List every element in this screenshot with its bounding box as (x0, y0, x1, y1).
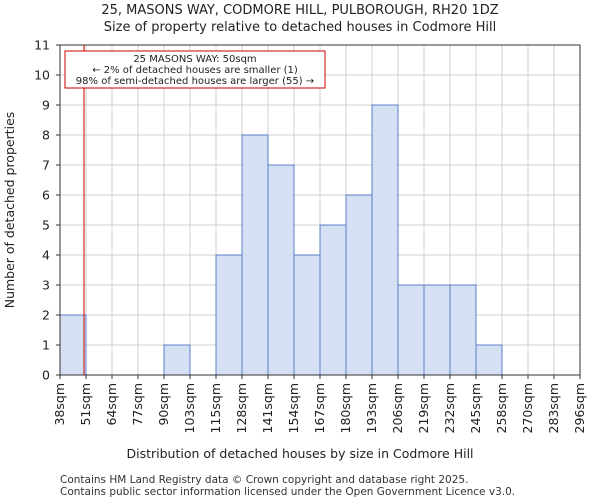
x-tick-label: 232sqm (442, 383, 457, 433)
y-tick-label: 9 (42, 98, 50, 113)
x-tick-label: 167sqm (312, 383, 327, 433)
y-tick-label: 6 (42, 188, 50, 203)
histogram-bar (319, 224, 347, 376)
histogram-bar (241, 134, 269, 376)
y-tick-label: 8 (42, 128, 50, 143)
x-tick-label: 51sqm (78, 383, 93, 426)
annotation-line-2: ← 2% of detached houses are smaller (1) (92, 65, 298, 76)
y-axis-ticks: 0 1 2 3 4 5 6 7 8 9 10 11 (34, 38, 60, 383)
x-tick-label: 141sqm (260, 383, 275, 433)
y-tick-label: 4 (42, 248, 50, 263)
y-tick-label: 10 (34, 68, 50, 83)
x-tick-label: 180sqm (338, 383, 353, 433)
x-tick-label: 206sqm (390, 383, 405, 433)
histogram-bar (267, 164, 295, 376)
x-axis-label: Distribution of detached houses by size … (126, 446, 473, 461)
x-tick-label: 154sqm (286, 383, 301, 433)
y-tick-label: 1 (42, 338, 50, 353)
histogram-bar (449, 284, 477, 376)
chart-title: 25, MASONS WAY, CODMORE HILL, PULBOROUGH… (101, 3, 498, 18)
x-tick-label: 270sqm (520, 383, 535, 433)
y-tick-label: 11 (34, 38, 50, 53)
footer-line-1: Contains HM Land Registry data © Crown c… (60, 474, 468, 486)
bars (59, 104, 503, 376)
annotation-frame (64, 50, 326, 89)
y-tick-label: 5 (42, 218, 50, 233)
x-tick-label: 219sqm (416, 383, 431, 433)
x-tick-label: 90sqm (156, 383, 171, 426)
x-tick-label: 283sqm (546, 383, 561, 433)
chart-subtitle: Size of property relative to detached ho… (104, 20, 497, 35)
histogram-bar (475, 344, 503, 376)
y-tick-label: 0 (42, 368, 50, 383)
histogram-bar (215, 254, 243, 376)
x-tick-label: 193sqm (364, 383, 379, 433)
histogram-bar (59, 314, 87, 376)
x-tick-label: 64sqm (104, 383, 119, 426)
y-tick-label: 7 (42, 158, 50, 173)
y-tick-label: 2 (42, 308, 50, 323)
x-tick-label: 245sqm (468, 383, 483, 433)
histogram-bar (423, 284, 451, 376)
x-tick-label: 258sqm (494, 383, 509, 433)
x-tick-label: 38sqm (52, 383, 67, 426)
x-tick-label: 103sqm (182, 383, 197, 433)
x-tick-label: 296sqm (572, 383, 587, 433)
x-tick-label: 128sqm (234, 383, 249, 433)
histogram-bar (345, 194, 373, 376)
annotation-line-1: 25 MASONS WAY: 50sqm (133, 54, 256, 65)
annotation-box: 25 MASONS WAY: 50sqm ← 2% of detached ho… (64, 50, 326, 89)
footer-line-2: Contains public sector information licen… (60, 486, 515, 498)
histogram-bar (397, 284, 425, 376)
histogram-bar (371, 104, 399, 376)
histogram-bar (163, 344, 191, 376)
annotation-line-3: 98% of semi-detached houses are larger (… (76, 76, 314, 87)
x-tick-label: 115sqm (208, 383, 223, 433)
x-axis-ticks: 38sqm 51sqm 64sqm 77sqm 90sqm 103sqm 115sqm 128… (52, 375, 587, 433)
y-tick-label: 3 (42, 278, 50, 293)
y-axis-label: Number of detached properties (2, 112, 17, 309)
x-tick-label: 77sqm (130, 383, 145, 426)
histogram-bar (293, 254, 321, 376)
